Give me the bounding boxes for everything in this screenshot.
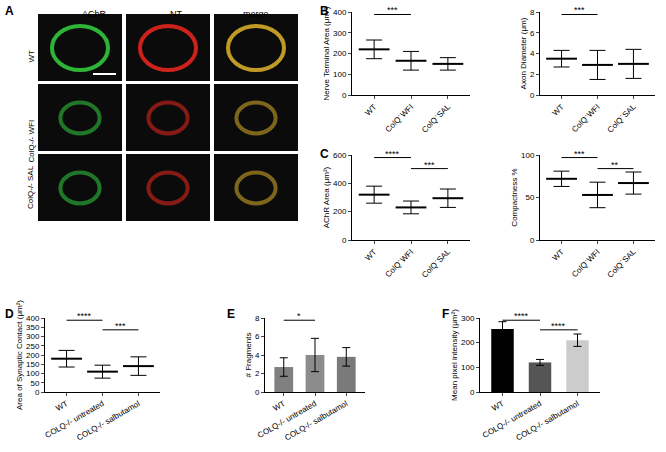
svg-text:200: 200 [26,351,40,360]
svg-text:***: *** [574,5,585,15]
svg-text:COLQ-/- untreated: COLQ-/- untreated [256,399,318,440]
svg-text:250: 250 [26,342,40,351]
svg-text:NT: NT [170,9,182,19]
svg-text:200: 200 [333,49,347,58]
svg-text:150: 150 [26,360,40,369]
svg-text:100: 100 [333,70,347,79]
svg-text:B: B [320,4,329,18]
svg-text:0: 0 [35,388,40,397]
svg-text:***: *** [424,160,435,170]
svg-text:400: 400 [333,179,347,188]
svg-text:8: 8 [255,314,260,323]
svg-text:50: 50 [525,193,534,202]
svg-text:ColQ⁻SAL: ColQ⁻SAL [420,102,452,134]
svg-text:***: *** [387,5,398,15]
svg-text:ColQ⁻WFI: ColQ⁻WFI [570,102,602,134]
svg-text:300: 300 [461,314,475,323]
svg-text:F: F [442,307,449,321]
svg-text:300: 300 [333,29,347,38]
svg-text:AChR: AChR [82,9,107,19]
svg-text:****: **** [77,311,92,321]
svg-text:200: 200 [333,207,347,216]
svg-text:****: **** [551,321,566,331]
svg-text:****: **** [385,149,400,159]
svg-text:merge: merge [243,9,269,19]
svg-text:0: 0 [342,236,347,245]
svg-text:WT: WT [551,247,566,262]
svg-text:200: 200 [461,338,475,347]
svg-text:ColQ⁻SAL: ColQ⁻SAL [606,247,638,279]
svg-text:6: 6 [530,29,535,38]
svg-text:WT: WT [363,102,378,117]
svg-text:WT: WT [54,399,69,413]
svg-text:0: 0 [530,91,535,100]
svg-text:0: 0 [342,91,347,100]
svg-text:ColQ⁻WFI: ColQ⁻WFI [384,102,416,134]
svg-text:ColQ-/- SAL: ColQ-/- SAL [26,165,35,209]
svg-text:0: 0 [530,236,535,245]
svg-text:6: 6 [255,332,260,341]
svg-text:WT: WT [363,247,378,262]
svg-text:4: 4 [255,351,260,360]
svg-text:600: 600 [333,151,347,160]
svg-text:Area of Synaptic Contact (μm²): Area of Synaptic Contact (μm²) [15,300,24,410]
svg-text:400: 400 [26,314,40,323]
svg-text:8: 8 [530,8,535,17]
svg-text:COLQ-/- untreated: COLQ-/- untreated [44,399,106,440]
svg-text:100: 100 [461,363,475,372]
svg-text:4: 4 [530,49,535,58]
svg-text:100: 100 [26,369,40,378]
svg-text:D: D [5,307,14,321]
svg-text:*: * [297,311,301,321]
svg-text:0: 0 [255,388,260,397]
svg-text:# Fragments: # Fragments [244,333,253,378]
svg-text:2: 2 [530,70,535,79]
svg-text:****: **** [514,311,529,321]
svg-text:A: A [5,4,14,18]
svg-text:50: 50 [30,379,39,388]
svg-text:2: 2 [255,369,260,378]
svg-text:Mean pixel intensity (μm²): Mean pixel intensity (μm²) [450,309,459,401]
svg-text:COLQ-/- salbutamol: COLQ-/- salbutamol [75,399,141,442]
svg-text:COLQ-/- salbutamol: COLQ-/- salbutamol [283,399,349,442]
svg-text:COLQ-/- untreated: COLQ-/- untreated [481,399,543,440]
svg-text:Nerve Terminal Area (μm²): Nerve Terminal Area (μm²) [322,6,331,100]
svg-text:400: 400 [333,8,347,17]
svg-text:C: C [320,147,329,161]
svg-text:AChR Area (μm²): AChR Area (μm²) [322,166,331,228]
svg-text:ColQ-/- WFI: ColQ-/- WFI [27,120,36,163]
svg-text:WT: WT [271,399,286,413]
svg-text:100: 100 [521,151,535,160]
svg-text:ColQ⁻WFI: ColQ⁻WFI [570,247,602,279]
svg-text:COLQ-/- salbutamol: COLQ-/- salbutamol [514,399,580,442]
svg-text:Axon Diameter (μm): Axon Diameter (μm) [519,17,528,89]
svg-text:ColQ⁻SAL: ColQ⁻SAL [420,247,452,279]
svg-text:350: 350 [26,323,40,332]
svg-text:E: E [227,307,235,321]
svg-text:0: 0 [470,388,475,397]
svg-text:ColQ⁻SAL: ColQ⁻SAL [606,102,638,134]
svg-text:300: 300 [26,332,40,341]
svg-text:**: ** [611,160,619,170]
svg-text:WT: WT [490,399,505,413]
svg-text:***: *** [115,321,126,331]
svg-text:***: *** [574,149,585,159]
svg-text:WT: WT [551,102,566,117]
svg-text:ColQ⁻WFI: ColQ⁻WFI [384,247,416,279]
svg-text:Compactness %: Compactness % [510,168,519,226]
svg-text:WT: WT [27,50,36,63]
